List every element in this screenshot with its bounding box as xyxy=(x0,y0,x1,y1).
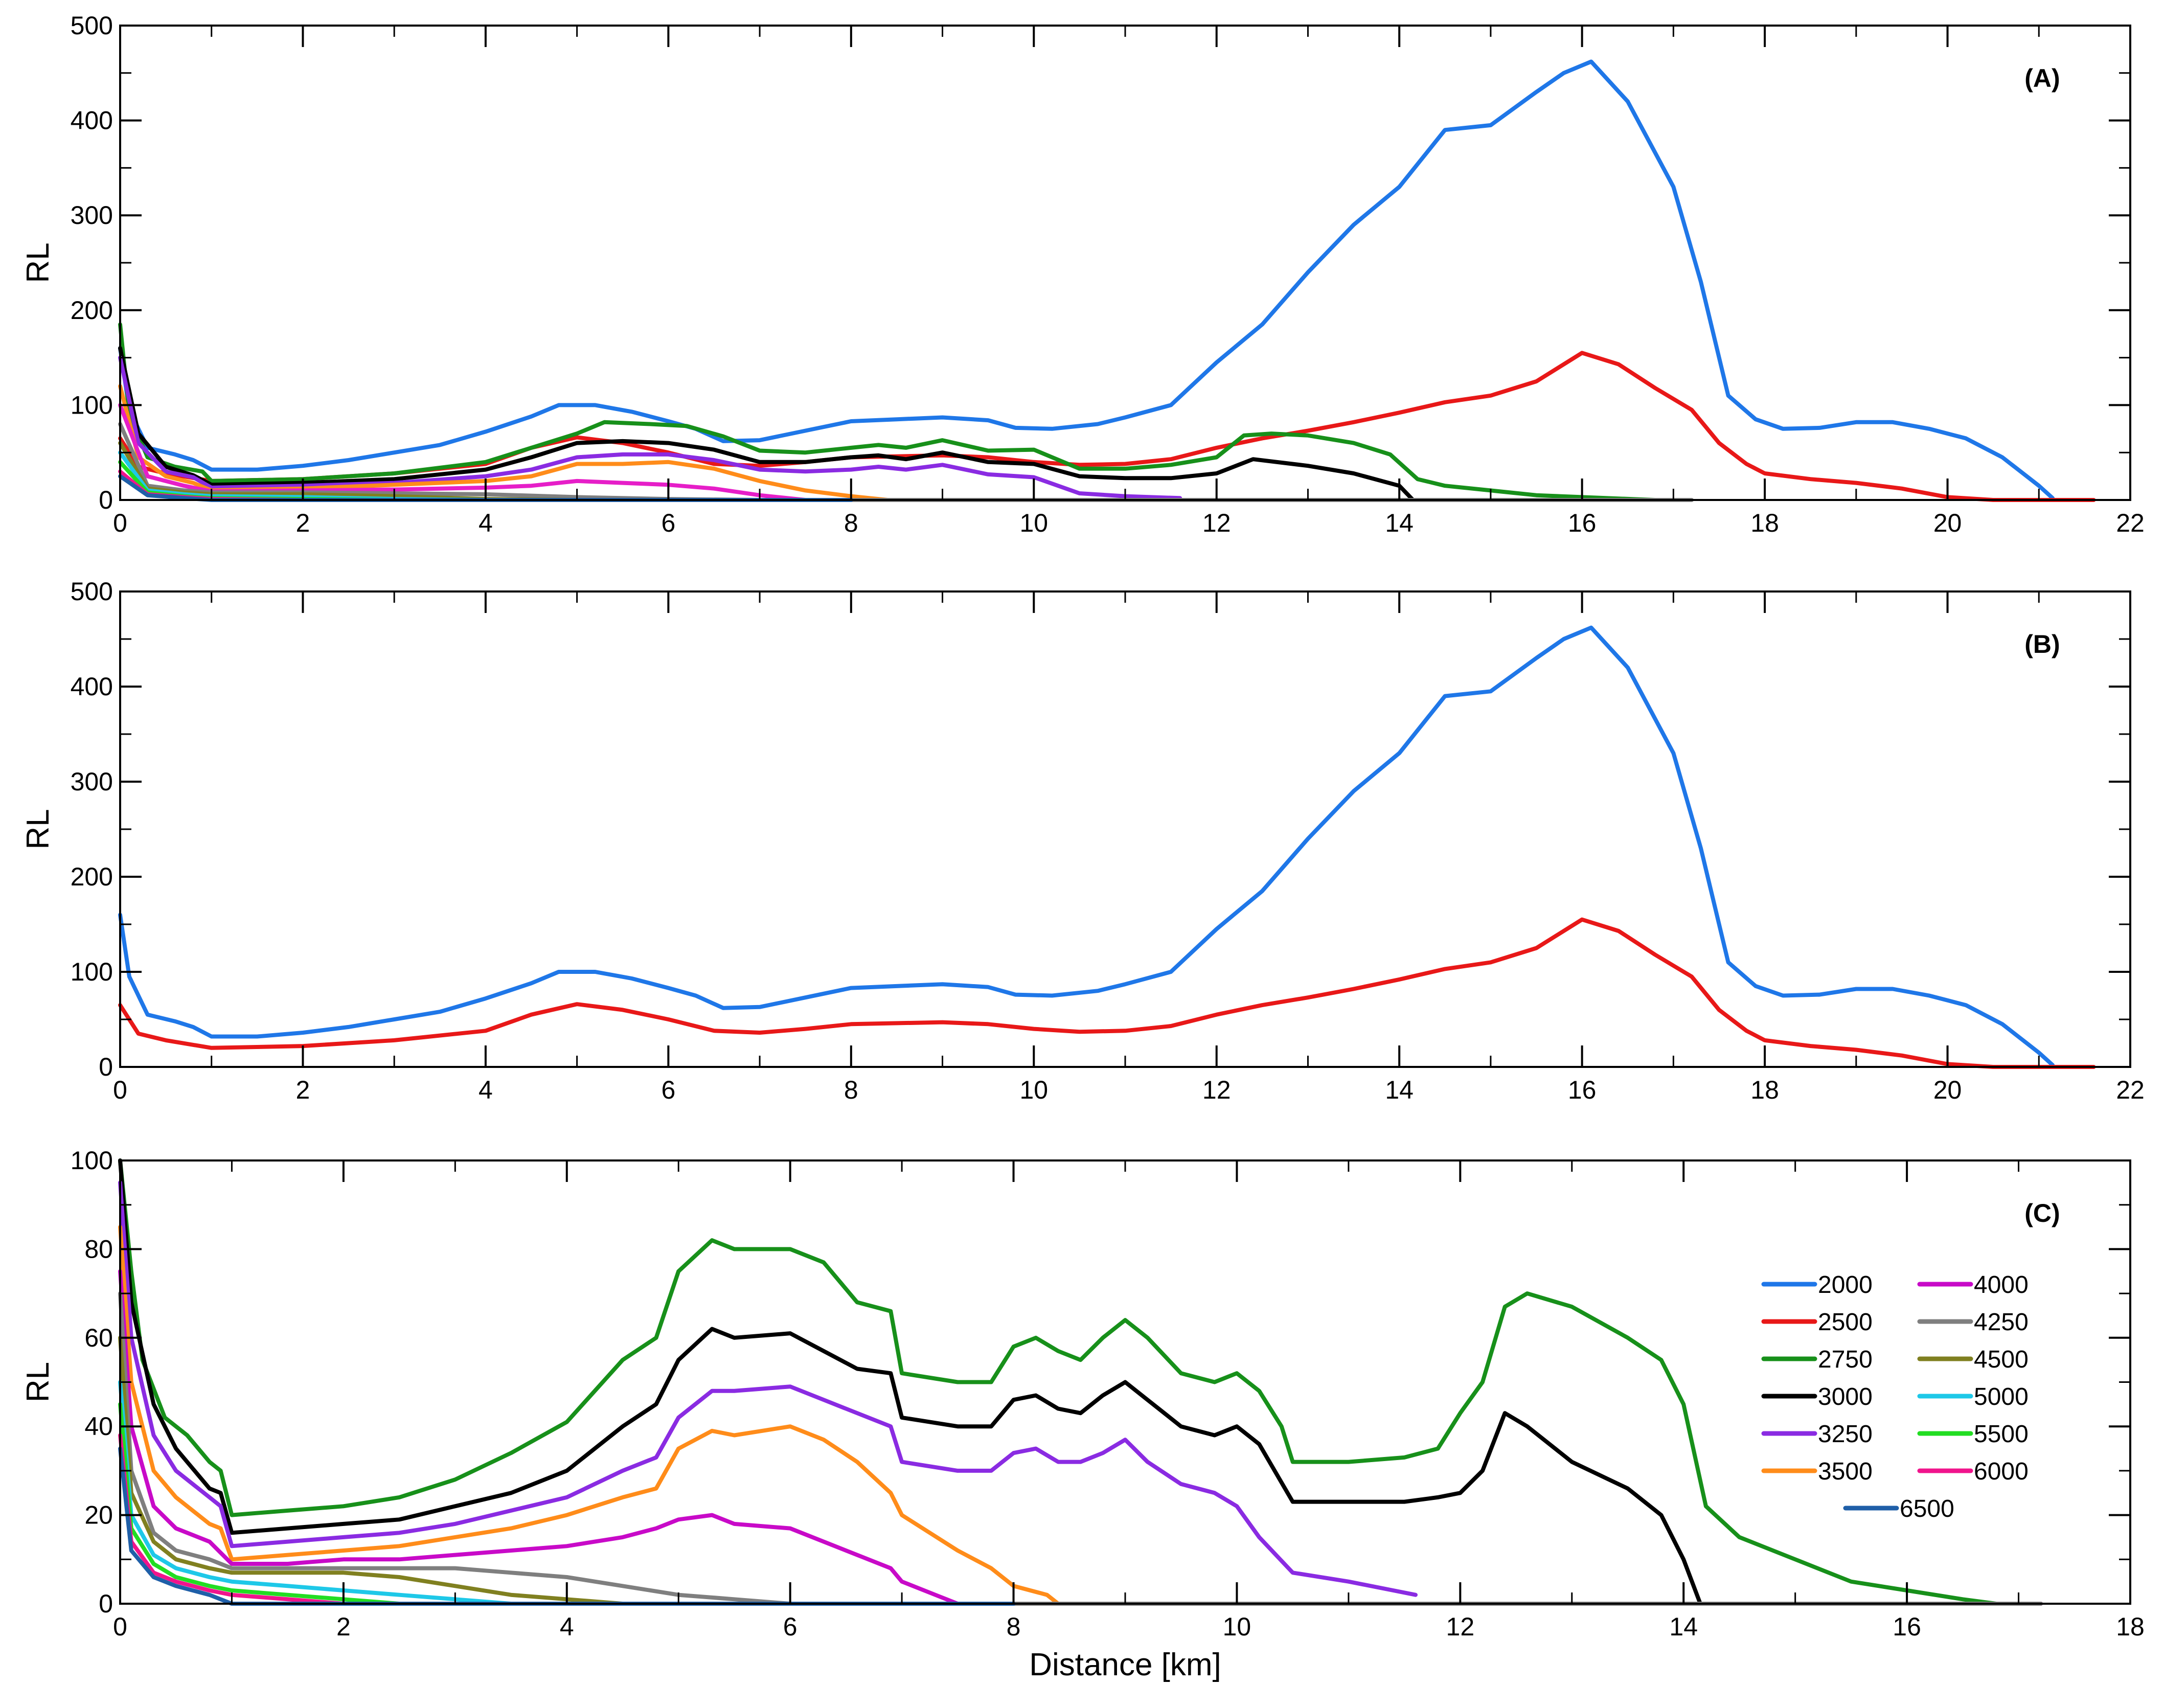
series-line-0-5 xyxy=(118,384,890,502)
series-line-0-0 xyxy=(118,59,2055,500)
x-tick-label: 10 xyxy=(1019,509,1048,537)
y-tick-label: 100 xyxy=(71,1146,113,1175)
x-tick-label: 16 xyxy=(1568,509,1597,537)
y-tick-label: 40 xyxy=(84,1412,113,1441)
x-tick-label: 18 xyxy=(1750,509,1779,537)
series-line-2-9 xyxy=(118,1380,1016,1606)
y-tick-label: 400 xyxy=(71,672,113,701)
x-tick-label: 14 xyxy=(1385,509,1414,537)
x-tick-label: 12 xyxy=(1446,1612,1475,1641)
y-axis-label: RL xyxy=(20,809,56,849)
x-tick-label: 16 xyxy=(1568,1076,1597,1104)
x-axis-label: Distance [km] xyxy=(1029,1647,1221,1682)
x-tick-label: 4 xyxy=(479,1076,493,1104)
y-tick-label: 300 xyxy=(71,767,113,796)
panel-label: (A) xyxy=(2024,64,2060,93)
legend-label: 3500 xyxy=(1818,1458,1873,1485)
series-line-0-3 xyxy=(118,346,1415,502)
panel-label: (C) xyxy=(2024,1199,2060,1227)
x-tick-label: 12 xyxy=(1202,509,1231,537)
x-tick-label: 0 xyxy=(113,1612,127,1641)
y-tick-label: 500 xyxy=(71,577,113,606)
x-tick-label: 14 xyxy=(1385,1076,1414,1104)
legend-label: 5500 xyxy=(1974,1421,2029,1448)
y-axis-label: RL xyxy=(20,242,56,283)
y-tick-label: 200 xyxy=(71,296,113,325)
y-tick-label: 20 xyxy=(84,1501,113,1530)
x-tick-label: 6 xyxy=(661,509,675,537)
legend-label: 5000 xyxy=(1974,1383,2029,1410)
series-line-2-8 xyxy=(118,1335,1016,1606)
x-tick-label: 0 xyxy=(113,509,127,537)
series-line-2-2 xyxy=(118,1158,1998,1606)
x-tick-label: 10 xyxy=(1223,1612,1251,1641)
y-tick-label: 500 xyxy=(71,11,113,40)
plot-frame-0 xyxy=(119,25,2131,501)
x-tick-label: 20 xyxy=(1933,509,1962,537)
legend-label: 2500 xyxy=(1818,1309,1873,1336)
y-tick-label: 80 xyxy=(84,1235,113,1263)
x-tick-label: 18 xyxy=(2116,1612,2145,1641)
series-line-2-5 xyxy=(118,1225,1060,1606)
x-tick-label: 6 xyxy=(783,1612,798,1641)
series-line-2-6 xyxy=(118,1269,2043,1606)
series-line-0-4 xyxy=(118,355,1182,500)
x-tick-label: 2 xyxy=(296,509,310,537)
legend-label: 4000 xyxy=(1974,1271,2029,1299)
y-tick-label: 200 xyxy=(71,862,113,891)
x-tick-label: 8 xyxy=(1007,1612,1021,1641)
x-tick-label: 2 xyxy=(336,1612,351,1641)
series-line-2-7 xyxy=(118,1291,2043,1606)
x-tick-label: 4 xyxy=(560,1612,574,1641)
series-line-2-4 xyxy=(118,1180,1418,1597)
x-tick-label: 6 xyxy=(661,1076,675,1104)
x-tick-label: 14 xyxy=(1669,1612,1698,1641)
legend-label: 3250 xyxy=(1818,1421,1873,1448)
x-tick-label: 8 xyxy=(844,509,858,537)
y-tick-label: 400 xyxy=(71,106,113,135)
panel-label: (B) xyxy=(2024,630,2060,658)
legend-label: 2000 xyxy=(1818,1271,1873,1299)
y-tick-label: 100 xyxy=(71,391,113,419)
legend-label: 4500 xyxy=(1974,1346,2029,1373)
legend-label: 4250 xyxy=(1974,1309,2029,1336)
y-tick-label: 0 xyxy=(99,486,113,514)
plot-frame-1 xyxy=(119,590,2131,1068)
x-tick-label: 12 xyxy=(1202,1076,1231,1104)
x-tick-label: 16 xyxy=(1893,1612,1921,1641)
legend-label: 6500 xyxy=(1900,1495,1954,1522)
series-line-0-6 xyxy=(118,403,808,502)
x-tick-label: 10 xyxy=(1019,1076,1048,1104)
series-line-1-0 xyxy=(118,625,2055,1067)
legend-label: 3000 xyxy=(1818,1383,1873,1410)
y-tick-label: 0 xyxy=(99,1053,113,1081)
x-tick-label: 4 xyxy=(479,509,493,537)
x-tick-label: 22 xyxy=(2116,509,2145,537)
series-line-1-1 xyxy=(118,917,2096,1069)
series-line-0-2 xyxy=(118,322,1657,502)
y-tick-label: 0 xyxy=(99,1589,113,1618)
y-tick-label: 100 xyxy=(71,958,113,986)
x-tick-label: 22 xyxy=(2116,1076,2145,1104)
series-line-2-3 xyxy=(118,1158,1702,1606)
x-tick-label: 8 xyxy=(844,1076,858,1104)
legend-label: 2750 xyxy=(1818,1346,1873,1373)
legend-label: 6000 xyxy=(1974,1458,2029,1485)
y-axis-label: RL xyxy=(20,1362,56,1402)
series-line-2-10 xyxy=(118,1402,1016,1606)
x-tick-label: 0 xyxy=(113,1076,127,1104)
x-tick-label: 2 xyxy=(296,1076,310,1104)
x-tick-label: 20 xyxy=(1933,1076,1962,1104)
y-tick-label: 60 xyxy=(84,1324,113,1352)
x-tick-label: 18 xyxy=(1750,1076,1779,1104)
y-tick-label: 300 xyxy=(71,201,113,230)
